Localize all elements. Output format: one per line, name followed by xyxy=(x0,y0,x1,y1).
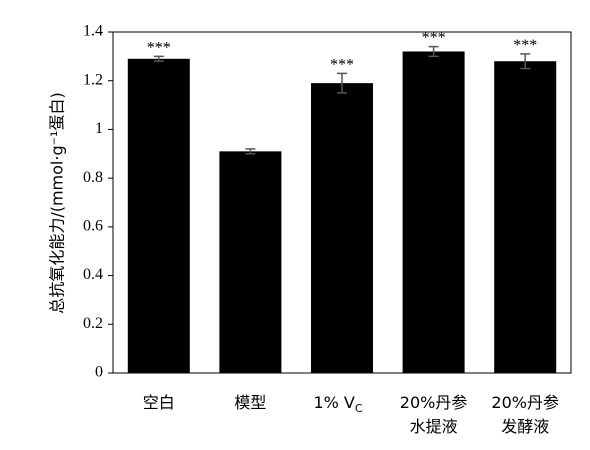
y-tick-label: 0.2 xyxy=(83,315,103,332)
error-bars xyxy=(153,45,531,155)
significance-stars: *** xyxy=(513,37,537,54)
y-tick-label: 0 xyxy=(95,364,103,381)
significance-annotations: *** *** *** *** xyxy=(147,30,537,74)
x-category-label-subscript: C xyxy=(355,402,363,415)
y-tick-label: 0.4 xyxy=(83,266,103,283)
x-category-label: 模型 xyxy=(234,393,266,412)
y-tick-label: 1 xyxy=(95,120,103,137)
bar xyxy=(402,51,465,373)
y-axis-ticks: 0 0.2 0.4 0.6 0.8 1 1.2 1.4 xyxy=(83,23,113,381)
x-category-label: 空白 xyxy=(143,393,175,412)
x-category-label: 水提液 xyxy=(410,417,458,436)
significance-stars: *** xyxy=(330,56,354,73)
x-category-label-main: 1% V xyxy=(313,393,354,412)
x-category-label: 20%丹参 xyxy=(400,393,468,412)
bar xyxy=(494,61,557,373)
significance-stars: *** xyxy=(147,39,171,56)
x-category-label: 20%丹参 xyxy=(491,393,559,412)
y-axis-label: 总抗氧化能力/(mmol·g⁻¹蛋白) xyxy=(48,92,67,313)
bar xyxy=(311,83,373,374)
bars xyxy=(127,51,557,374)
y-tick-label: 0.6 xyxy=(83,218,103,235)
y-tick-label: 0.8 xyxy=(83,169,103,186)
bar xyxy=(127,58,190,374)
y-tick-label: 1.2 xyxy=(83,71,103,88)
bar xyxy=(219,151,282,373)
x-category-label: 发酵液 xyxy=(501,417,549,436)
y-tick-label: 1.4 xyxy=(83,23,103,40)
x-category-label: 1% VC xyxy=(313,393,362,415)
significance-stars: *** xyxy=(422,30,446,47)
